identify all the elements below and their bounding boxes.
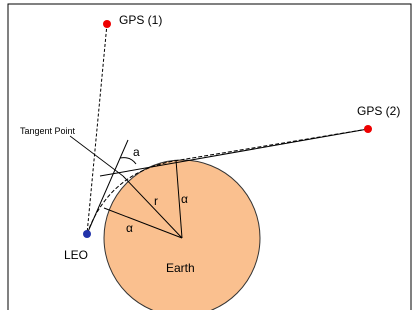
gps1-label: GPS (1)	[119, 13, 162, 27]
earth-label: Earth	[166, 261, 195, 275]
radius-label: r	[154, 194, 158, 208]
leo-label: LEO	[64, 248, 88, 262]
diagram: GPS (1) GPS (2) Tangent Point LEO Earth …	[0, 0, 416, 310]
gps1-dot	[103, 20, 111, 28]
alpha-label: α	[126, 221, 133, 235]
tangent-label: Tangent Point	[20, 126, 76, 136]
alpha-label: α	[181, 192, 188, 206]
gps2-label: GPS (2)	[357, 104, 400, 118]
angle-label: a	[133, 145, 140, 159]
gps2-dot	[364, 125, 372, 133]
page: {"labels": {"gps1": "GPS (1)", "gps2": "…	[0, 0, 416, 310]
leo-dot	[83, 230, 91, 238]
